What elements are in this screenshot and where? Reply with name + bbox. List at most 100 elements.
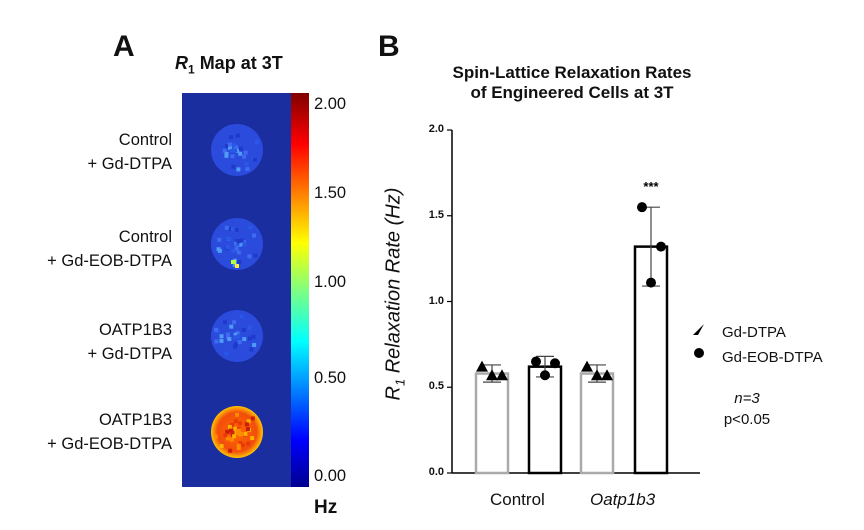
well-pixel	[238, 242, 243, 247]
x-tick-label: Oatp1b3	[590, 490, 656, 509]
well-pixel	[236, 446, 241, 451]
y-tick-label: 0.0	[428, 466, 444, 478]
row-label-oatp-eob: OATP1B3 + Gd-EOB-DTPA	[2, 408, 172, 456]
well-pixel	[241, 327, 246, 332]
data-point	[581, 360, 593, 372]
well-pixel	[236, 443, 241, 448]
map-title: R1 Map at 3T	[175, 53, 283, 77]
well-pixel	[233, 426, 238, 431]
well-pixel	[223, 433, 228, 438]
well-pixel	[219, 444, 224, 449]
well-pixel	[251, 334, 256, 339]
well-pixel	[247, 336, 252, 341]
well-pixel	[247, 325, 252, 330]
well-pixel	[231, 164, 236, 169]
well-pixel	[225, 429, 230, 434]
well-pixel	[237, 421, 242, 426]
well-pixel	[231, 249, 236, 254]
well-pixel	[235, 429, 240, 434]
chart-title-line1: Spin-Lattice Relaxation Rates	[452, 63, 692, 82]
well-pixel	[225, 144, 230, 149]
well-pixel	[239, 146, 244, 151]
data-point	[476, 360, 488, 372]
well-pixel	[238, 432, 243, 437]
well-pixel	[225, 436, 230, 441]
legend-markers	[693, 324, 704, 358]
bar	[527, 365, 563, 475]
data-point	[656, 241, 666, 252]
well-pixel	[248, 225, 253, 230]
well-pixel	[216, 247, 221, 252]
note-n: n=3	[734, 390, 760, 407]
significance-label: ***	[643, 179, 659, 194]
well-pixel	[235, 331, 240, 336]
row-label-control-dtpa: Control + Gd-DTPA	[2, 128, 172, 176]
well-pixel	[252, 157, 257, 162]
well-map	[211, 406, 263, 458]
row-label-line1: OATP1B3	[98, 321, 172, 339]
colorbar-tick: 2.00	[314, 95, 347, 113]
well-pixel	[235, 242, 240, 247]
row-label-line1: Control	[118, 228, 172, 246]
data-point	[591, 369, 603, 381]
well-pixel	[222, 320, 227, 325]
well-pixel	[225, 244, 230, 249]
well-pixel	[236, 250, 241, 255]
data-point	[496, 369, 508, 381]
well-pixel	[234, 341, 239, 346]
well-pixel	[233, 144, 238, 149]
well-pixel	[232, 262, 237, 267]
row-label-line2: + Gd-DTPA	[87, 155, 172, 173]
well-pixel	[230, 227, 235, 232]
colorbar-unit: Hz	[314, 497, 338, 518]
legend-label: Gd-EOB-DTPA	[722, 349, 823, 366]
well-pixel	[224, 153, 229, 158]
map-title-r: R	[175, 53, 188, 73]
well-pixel	[234, 227, 239, 232]
well-pixel	[243, 431, 248, 436]
well-pixel	[227, 424, 232, 429]
row-label-line2: + Gd-EOB-DTPA	[47, 435, 172, 453]
legend-label: Gd-DTPA	[722, 324, 786, 341]
well-pixel	[246, 419, 251, 424]
well-pixel	[236, 167, 241, 172]
map-title-sub: 1	[188, 62, 195, 77]
well-pixel	[232, 320, 237, 325]
well-pixel	[214, 327, 219, 332]
well-pixel	[235, 412, 240, 417]
data-point	[486, 369, 498, 381]
well-pixel	[235, 264, 239, 268]
well-pixel	[242, 242, 247, 247]
note-p: p<0.05	[723, 411, 771, 428]
bar	[579, 372, 615, 475]
well-pixel	[242, 337, 247, 342]
well-pixel	[239, 238, 244, 243]
colorbar-tick: 1.00	[314, 273, 347, 291]
well-pixel	[249, 347, 254, 352]
colorbar-tick: 0.50	[314, 369, 347, 387]
well-pixel	[253, 253, 258, 258]
x-tick-label: Control	[490, 490, 545, 509]
row-label-line1: Control	[118, 131, 172, 149]
well-pixel	[230, 154, 235, 159]
well-pixel	[229, 437, 234, 442]
well-pixel	[233, 148, 238, 153]
well-pixel	[235, 133, 240, 138]
well-pixel	[245, 427, 250, 432]
well-pixel	[233, 335, 238, 340]
row-label-control-eob: Control + Gd-EOB-DTPA	[2, 225, 172, 273]
well-pixel	[233, 344, 238, 349]
well-map	[211, 218, 263, 270]
well-pixel	[224, 351, 229, 356]
well-pixel	[222, 148, 227, 153]
well-pixel	[232, 434, 237, 439]
well-pixel	[243, 150, 248, 155]
well-pixel	[232, 142, 237, 147]
well-pixel	[235, 148, 240, 153]
well-pixel	[246, 441, 251, 446]
well-pixel	[252, 343, 257, 348]
well-pixel	[238, 151, 243, 156]
data-point	[637, 202, 647, 213]
well-pixel	[254, 140, 259, 145]
